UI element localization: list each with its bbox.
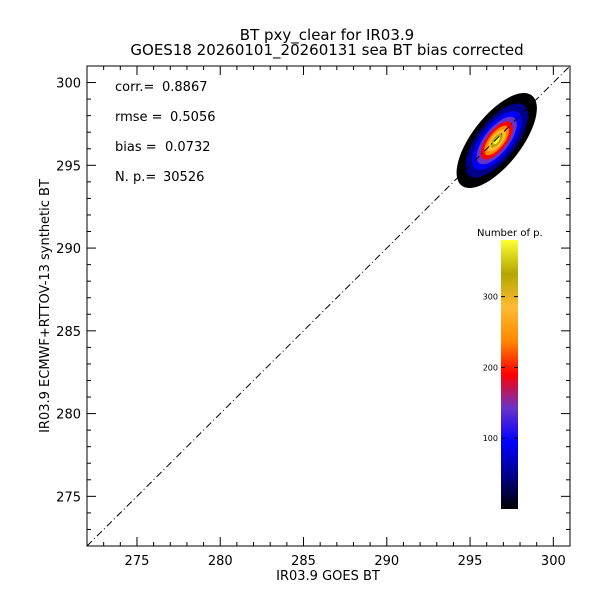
stat-bias-label: bias = — [115, 140, 157, 155]
stats-panel: corr.= 0.8867 rmse = 0.5056 bias = 0.073… — [115, 80, 216, 185]
chart-subtitle: GOES18 20260101_20260131 sea BT bias cor… — [130, 41, 523, 60]
y-tick-label: 295 — [56, 159, 81, 174]
colorbar-scale — [501, 240, 518, 509]
x-tick-label: 295 — [458, 554, 483, 569]
x-tick-label: 300 — [541, 554, 566, 569]
stat-corr-label: corr.= — [115, 80, 154, 95]
one-to-one-line — [86, 65, 571, 547]
y-tick-label: 285 — [56, 325, 81, 340]
y-axis: 275 280 285 290 295 300 — [56, 65, 570, 547]
x-axis: 275 280 285 290 295 300 — [86, 66, 571, 569]
x-tick-label: 290 — [374, 554, 399, 569]
stat-rmse-label: rmse = — [115, 110, 163, 125]
colorbar-title: Number of p. — [477, 228, 543, 239]
density-cloud — [456, 92, 537, 188]
stat-np-value: 30526 — [163, 170, 204, 185]
y-tick-label: 300 — [56, 77, 81, 92]
chart-title: BT pxy_clear for IR03.9 — [240, 26, 414, 45]
colorbar-tick-label: 300 — [483, 293, 498, 302]
y-tick-label: 290 — [56, 242, 81, 257]
x-tick-label: 275 — [125, 554, 150, 569]
y-axis-label: IR03.9 ECMWF+RTTOV-13 synthetic BT — [38, 179, 53, 433]
stat-np-label: N. p.= — [115, 170, 156, 185]
stat-bias-value: 0.0732 — [165, 140, 211, 155]
density-band — [493, 136, 500, 145]
plot-frame — [86, 65, 571, 547]
colorbar-tick-label: 200 — [483, 363, 498, 372]
stat-rmse-value: 0.5056 — [170, 110, 216, 125]
y-tick-label: 275 — [56, 490, 81, 505]
colorbar-ticks: 100 200 300 — [483, 293, 518, 443]
colorbar: Number of p. 100 200 300 — [477, 228, 543, 509]
x-tick-label: 285 — [291, 554, 316, 569]
x-tick-label: 280 — [208, 554, 233, 569]
colorbar-tick-label: 100 — [483, 434, 498, 443]
x-axis-label: IR03.9 GOES BT — [276, 569, 380, 584]
y-tick-label: 280 — [56, 408, 81, 423]
stat-corr-value: 0.8867 — [162, 80, 208, 95]
